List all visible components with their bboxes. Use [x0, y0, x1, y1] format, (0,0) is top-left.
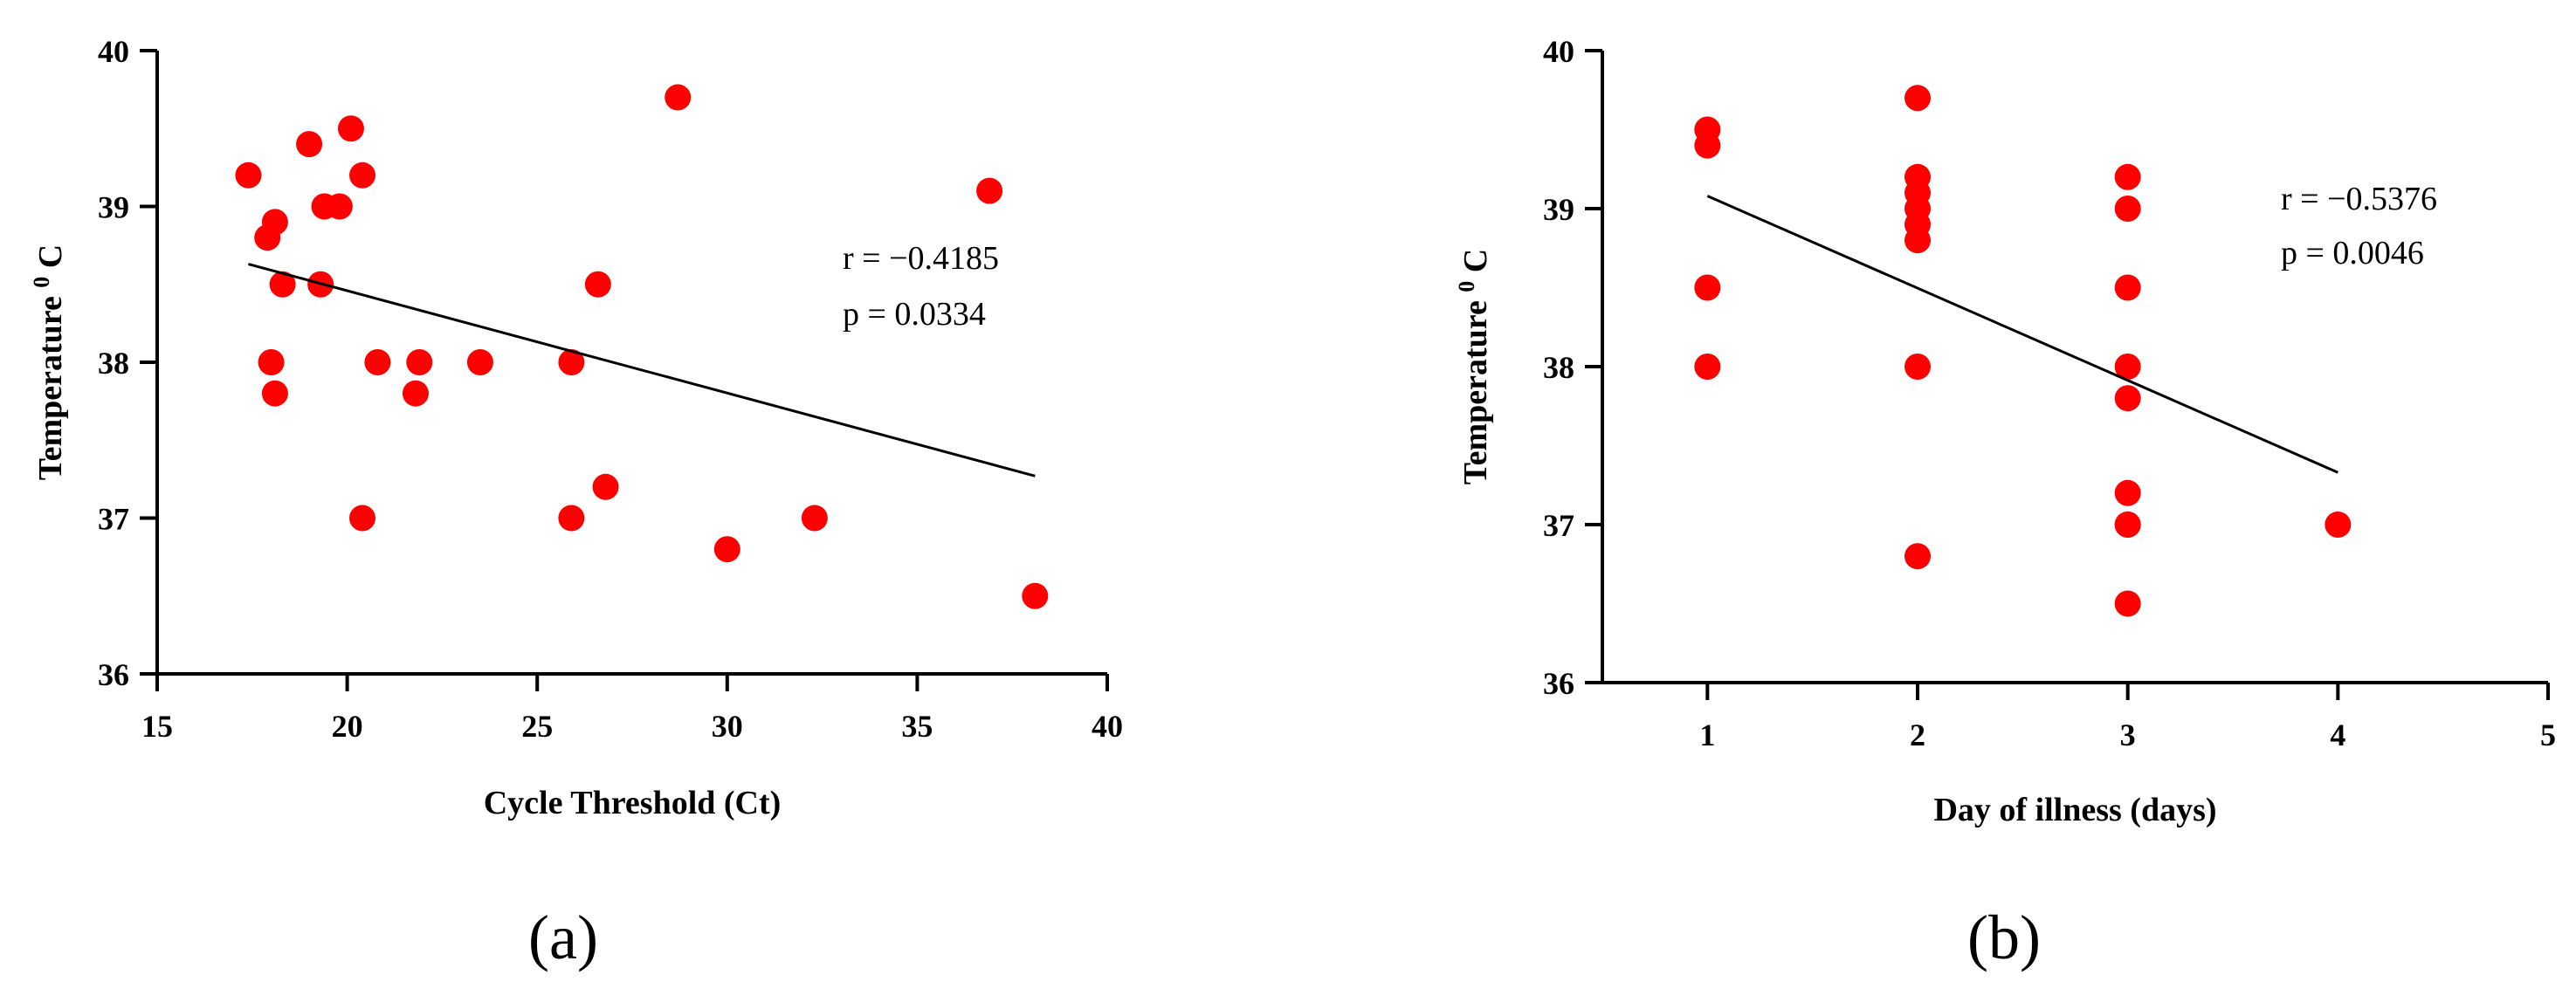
x-tick-label-a: 40 — [1092, 709, 1123, 744]
data-point-a — [337, 115, 364, 142]
data-point-b — [2114, 163, 2141, 190]
data-point-b — [1694, 354, 1721, 380]
y-axis-label-sup-a: 0 — [29, 277, 54, 288]
data-point-a — [261, 380, 288, 407]
y-tick-label-b: 36 — [1543, 666, 1574, 701]
x-axis-label-b: Day of illness (days) — [1933, 792, 2216, 828]
x-tick-label-b: 2 — [1910, 718, 1925, 752]
data-point-a — [364, 349, 391, 375]
y-tick-label-a: 38 — [98, 346, 129, 381]
y-tick-label-b: 39 — [1543, 192, 1574, 227]
data-point-b — [2114, 385, 2141, 412]
data-point-a — [349, 161, 376, 189]
data-point-a — [296, 131, 323, 158]
data-point-a — [592, 473, 619, 500]
data-point-a — [1022, 582, 1049, 609]
x-ticks-b: 1 2 3 4 5 — [1699, 683, 2556, 752]
panel-letter-a: a — [549, 903, 577, 972]
data-point-a — [976, 177, 1003, 204]
y-tick-label-a: 39 — [98, 190, 129, 225]
data-point-b — [1904, 543, 1931, 570]
y-tick-label-b: 40 — [1543, 34, 1574, 69]
y-axis-label-text-a: Temperature — [32, 296, 69, 480]
data-point-b — [1904, 227, 1931, 254]
chart-panel-b: 1 2 3 4 5 36 37 38 39 40 Day of illness (days) T… — [1445, 34, 2556, 972]
data-point-b — [1694, 274, 1721, 301]
data-point-b — [2114, 479, 2141, 506]
panel-letter-b: b — [1988, 903, 2020, 972]
p-value-a: p = 0.0334 — [843, 296, 986, 333]
chart-panel-a: 15 20 25 30 35 40 36 37 38 39 40 Cycle Threshold … — [20, 34, 1123, 972]
data-point-b — [1694, 132, 1721, 159]
y-tick-label-a: 36 — [98, 657, 129, 692]
data-point-a — [258, 349, 285, 375]
scatter-points-b — [1694, 85, 2352, 617]
scatter-points-a — [235, 84, 1049, 609]
x-tick-label-b: 1 — [1699, 718, 1715, 752]
y-axis-label-text-b: Temperature — [1457, 300, 1494, 484]
data-point-a — [269, 271, 296, 298]
y-axis-label-a: Temperature 0 C — [20, 244, 69, 481]
data-point-a — [713, 536, 740, 563]
x-tick-label-a: 30 — [712, 709, 743, 744]
p-value-b: p = 0.0046 — [2281, 235, 2424, 271]
y-tick-label-b: 38 — [1543, 350, 1574, 385]
data-point-b — [2114, 354, 2141, 380]
x-tick-label-a: 15 — [141, 709, 173, 744]
data-point-b — [2114, 590, 2141, 617]
x-tick-label-a: 25 — [521, 709, 553, 744]
data-point-b — [2114, 512, 2141, 538]
data-point-a — [406, 349, 433, 375]
x-tick-label-b: 5 — [2540, 718, 2556, 752]
data-point-a — [349, 505, 376, 532]
y-ticks-b: 36 37 38 39 40 — [1543, 34, 1602, 701]
panel-label-b: (b) — [1967, 903, 2041, 972]
r-value-b: r = −0.5376 — [2281, 181, 2437, 217]
data-point-a — [261, 209, 288, 236]
data-point-b — [1904, 85, 1931, 112]
y-tick-label-a: 37 — [98, 502, 129, 537]
y-axis-label-sup-b: 0 — [1454, 281, 1479, 292]
r-value-a: r = −0.4185 — [843, 240, 999, 277]
x-tick-label-b: 3 — [2120, 718, 2136, 752]
x-tick-label-b: 4 — [2330, 718, 2345, 752]
data-point-b — [2114, 196, 2141, 222]
data-point-a — [584, 271, 611, 298]
trend-line-b — [1706, 195, 2338, 474]
x-axis-label-a: Cycle Threshold (Ct) — [484, 785, 782, 821]
y-tick-label-b: 37 — [1543, 508, 1574, 543]
y-axis-label-unit-a: C — [32, 244, 69, 268]
data-point-a — [558, 505, 585, 532]
data-point-a — [402, 380, 429, 407]
y-axis-label-unit-b: C — [1457, 249, 1494, 272]
data-point-a — [801, 505, 828, 532]
y-ticks-a: 36 37 38 39 40 — [98, 34, 157, 692]
data-point-a — [558, 349, 585, 375]
y-axis-label-b: Temperature 0 C — [1445, 249, 1494, 485]
data-point-a — [235, 161, 262, 189]
panel-label-a: (a) — [528, 903, 598, 972]
x-tick-label-a: 20 — [332, 709, 363, 744]
data-point-a — [326, 193, 353, 220]
data-point-b — [2325, 512, 2352, 538]
data-point-b — [1904, 354, 1931, 380]
x-ticks-a: 15 20 25 30 35 40 — [141, 674, 1123, 744]
y-tick-label-a: 40 — [98, 34, 129, 69]
data-point-a — [665, 84, 692, 111]
trend-line-a — [248, 263, 1036, 477]
data-point-a — [466, 349, 493, 375]
x-tick-label-a: 35 — [901, 709, 933, 744]
data-point-b — [2114, 274, 2141, 301]
